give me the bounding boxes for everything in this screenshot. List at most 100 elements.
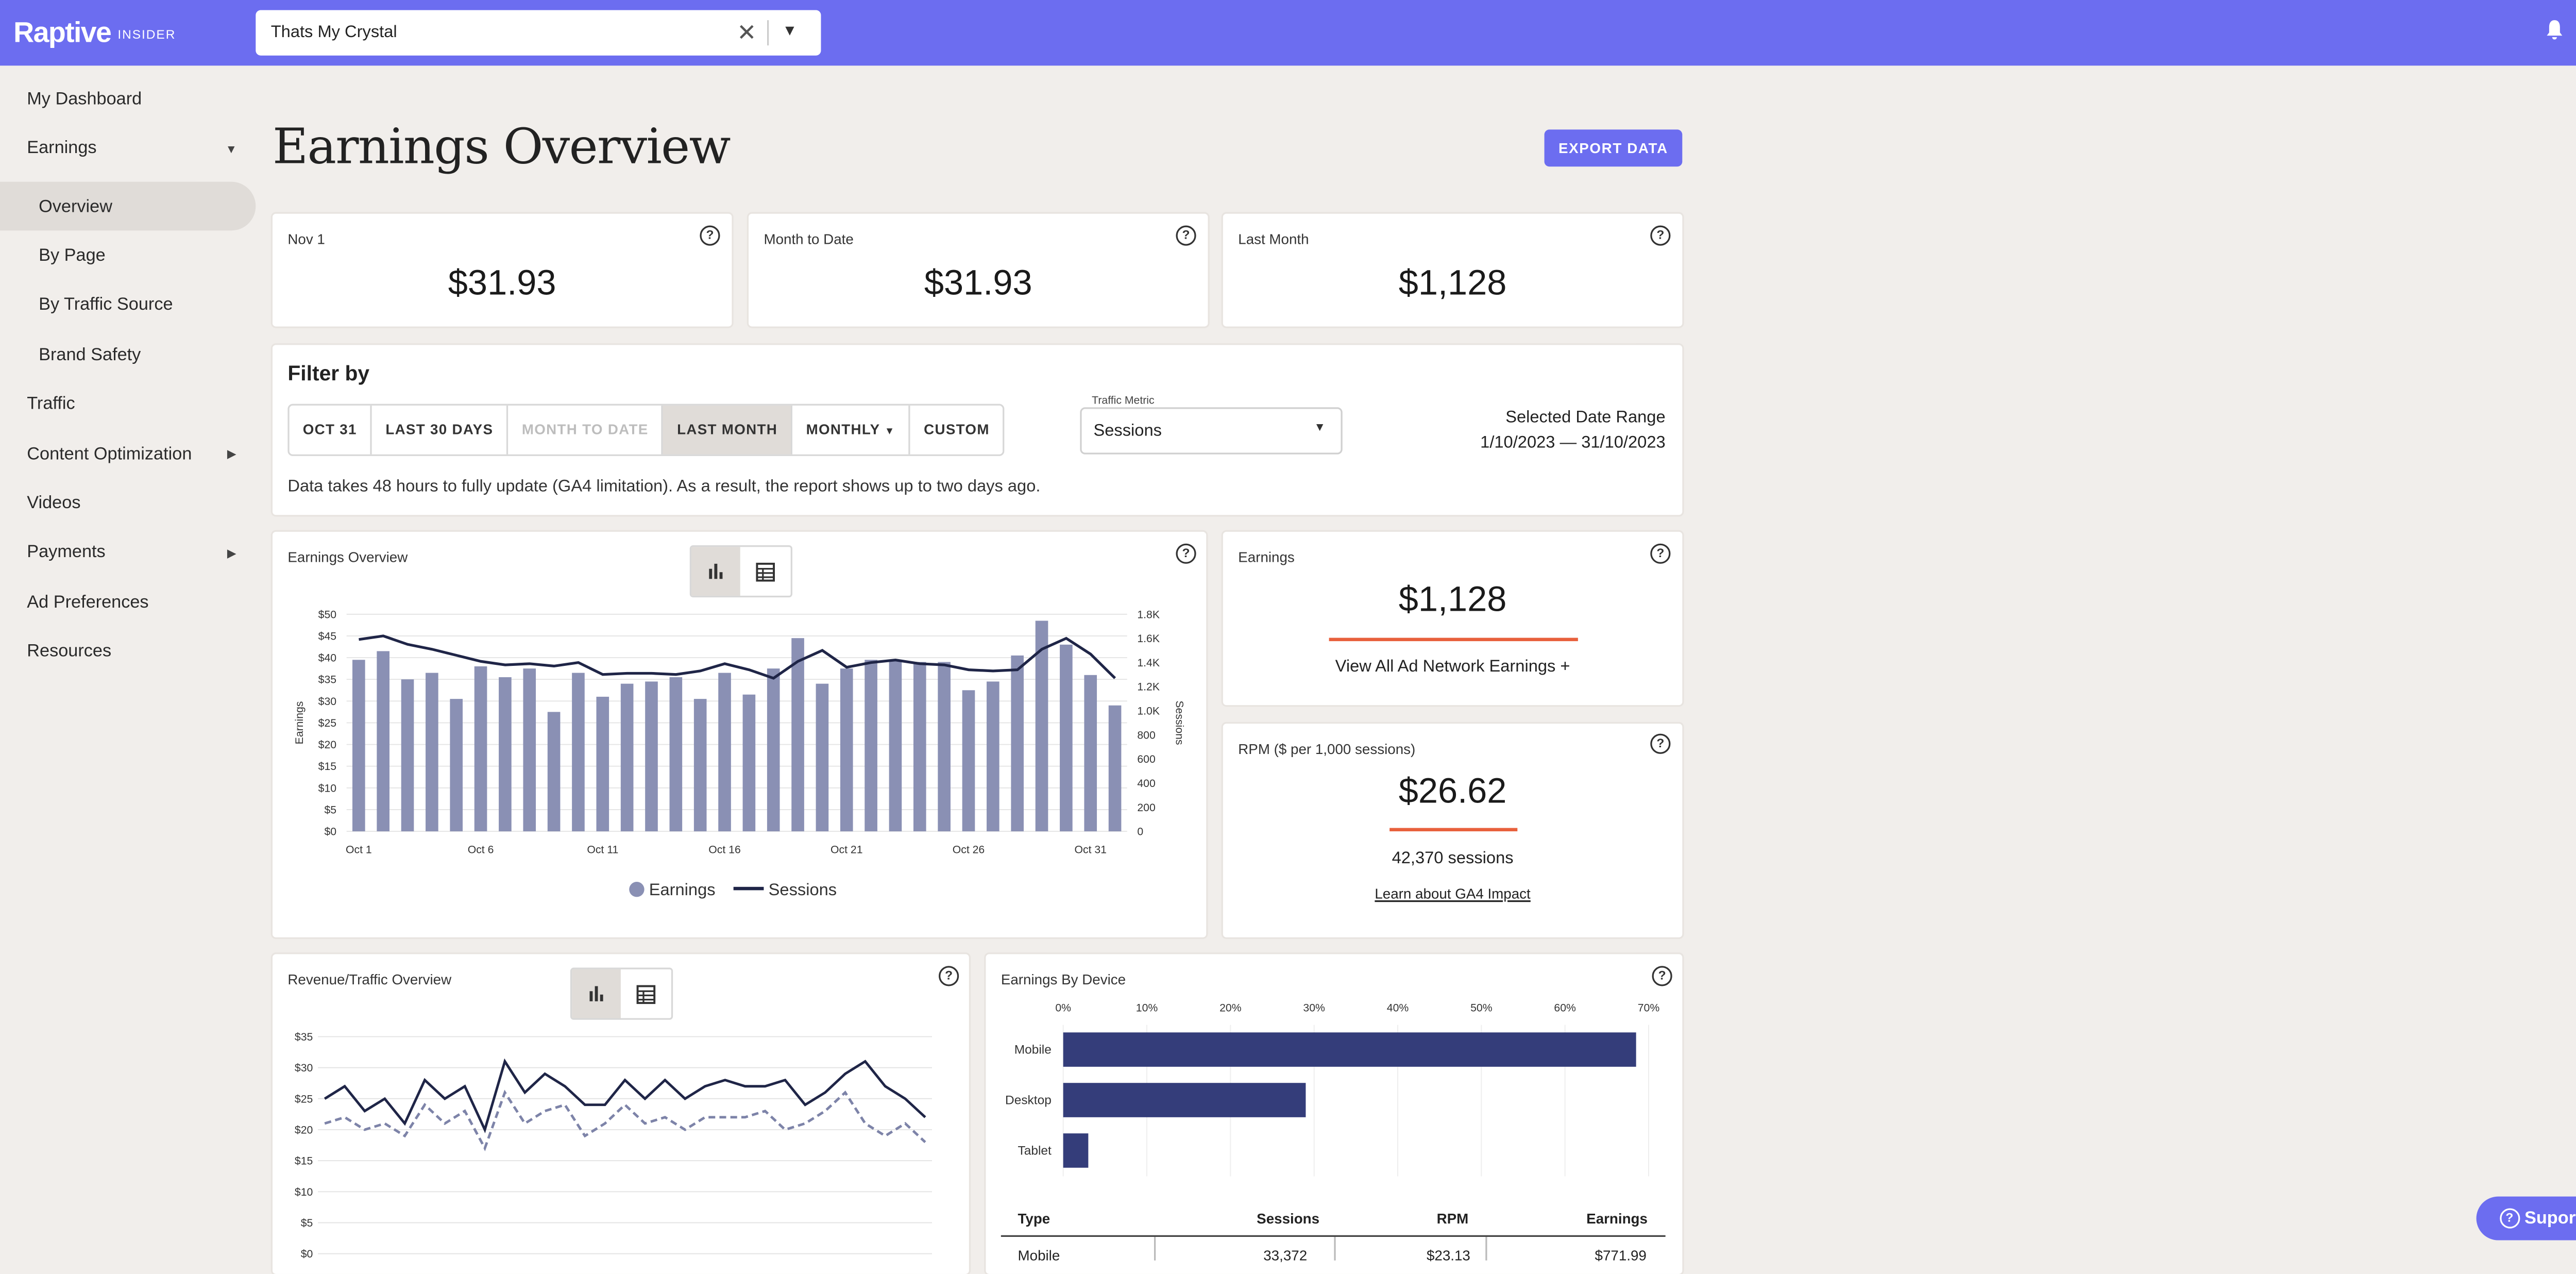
x-tick-label: 10% <box>1136 1002 1158 1014</box>
sidebar-item-content-optimization[interactable]: Content Optimization <box>27 444 192 465</box>
sidebar-item-ad-preferences[interactable]: Ad Preferences <box>27 592 149 613</box>
support-button[interactable]: ? Suporte <box>2476 1196 2576 1241</box>
x-tick-label: Oct 31 <box>1074 844 1107 856</box>
help-icon[interactable]: ? <box>700 225 720 246</box>
device-label: Mobile <box>1014 1043 1052 1057</box>
selected-date-range: Selected Date Range 1/10/2023 — 31/10/20… <box>1480 407 1665 456</box>
filter-last-30-days[interactable]: LAST 30 DAYS <box>372 405 509 455</box>
y-tick-label: $45 <box>318 630 336 642</box>
caret-down-icon[interactable]: ▼ <box>782 22 798 39</box>
device-bar <box>1063 1133 1089 1168</box>
y2-tick-label: 200 <box>1137 802 1155 814</box>
table-cell-earnings: $771.99 <box>1595 1247 1647 1264</box>
filter-oct-31[interactable]: OCT 31 <box>290 405 372 455</box>
table-view-icon[interactable] <box>636 984 656 1004</box>
sidebar-item-my-dashboard[interactable]: My Dashboard <box>27 89 142 110</box>
learn-about-ga4-link[interactable]: Learn about GA4 Impact <box>1375 885 1531 902</box>
filter-panel: Filter by OCT 31 LAST 30 DAYS MONTH TO D… <box>272 345 1683 515</box>
earnings-bar <box>742 694 756 832</box>
help-circle-icon: ? <box>2499 1208 2520 1229</box>
x-tick-label: 60% <box>1554 1002 1576 1014</box>
sidebar-item-by-traffic-source[interactable]: By Traffic Source <box>39 294 173 315</box>
site-selector-value: Thats My Crystal <box>270 23 397 42</box>
filter-last-month[interactable]: LAST MONTH <box>663 405 793 455</box>
sidebar-item-earnings[interactable]: Earnings <box>27 138 97 158</box>
traffic-line-dashed <box>324 1089 926 1151</box>
support-label: Suporte <box>2524 1208 2576 1229</box>
device-label: Desktop <box>1005 1094 1052 1108</box>
rpm-underline <box>1389 828 1518 831</box>
filter-month-to-date[interactable]: MONTH TO DATE <box>509 405 664 455</box>
help-icon[interactable]: ? <box>1652 966 1672 986</box>
y-tick-label: $30 <box>318 696 336 708</box>
sidebar-item-videos[interactable]: Videos <box>27 493 81 513</box>
earnings-bar <box>1011 655 1024 832</box>
sidebar-item-payments[interactable]: Payments <box>27 542 106 562</box>
caret-right-icon[interactable]: ▶ <box>227 449 236 461</box>
help-icon[interactable]: ? <box>1650 733 1671 754</box>
earnings-bar <box>426 673 438 832</box>
caret-down-icon[interactable]: ▼ <box>225 144 238 157</box>
y2-tick-label: 600 <box>1137 753 1155 765</box>
summary-card-value: $31.93 <box>924 264 1032 303</box>
sidebar-item-resources[interactable]: Resources <box>27 641 112 662</box>
bar-chart-icon <box>589 986 603 1001</box>
earnings-bar <box>718 673 731 832</box>
chart-title: Earnings By Device <box>1001 971 1126 988</box>
sidebar-item-overview-active[interactable]: Overview <box>0 181 256 231</box>
site-selector[interactable]: Thats My Crystal ✕ ▼ <box>256 10 821 56</box>
rpm-label: RPM ($ per 1,000 sessions) <box>1238 740 1416 758</box>
y-tick-label: $35 <box>295 1031 313 1043</box>
help-icon[interactable]: ? <box>1650 543 1671 564</box>
sidebar-item-traffic[interactable]: Traffic <box>27 394 75 414</box>
earnings-bar <box>645 681 658 832</box>
y2-tick-label: 1.4K <box>1137 657 1160 669</box>
bar-chart-icon <box>709 563 723 579</box>
table-view-icon[interactable] <box>755 562 775 582</box>
y-tick-label: $10 <box>295 1186 313 1198</box>
x-tick-label: Oct 11 <box>587 844 618 856</box>
y-tick-label: $25 <box>318 717 336 729</box>
x-tick-label: 20% <box>1219 1002 1242 1014</box>
summary-card-value: $1,128 <box>1398 264 1507 303</box>
caret-down-icon: ▼ <box>884 427 895 438</box>
earnings-bar <box>401 679 414 832</box>
earnings-label: Earnings <box>1238 548 1295 566</box>
sidebar-item-by-page[interactable]: By Page <box>39 245 106 266</box>
x-tick-label: Oct 21 <box>831 844 863 856</box>
filter-custom[interactable]: CUSTOM <box>924 421 990 438</box>
clear-icon[interactable]: ✕ <box>737 18 757 46</box>
x-tick-label: 30% <box>1303 1002 1325 1014</box>
date-filter-group: OCT 31 LAST 30 DAYS MONTH TO DATE LAST M… <box>287 404 1005 456</box>
help-icon[interactable]: ? <box>939 966 959 986</box>
y-tick-label: $0 <box>301 1248 313 1259</box>
y-tick-label: $50 <box>318 609 336 621</box>
traffic-metric-select[interactable]: Sessions ▼ <box>1080 407 1343 455</box>
rpm-sessions: 42,370 sessions <box>1392 849 1514 868</box>
caret-right-icon[interactable]: ▶ <box>227 548 236 561</box>
earnings-bar <box>1108 705 1122 832</box>
raptive-logo[interactable]: Raptive INSIDER <box>13 17 176 51</box>
help-icon[interactable]: ? <box>1650 225 1671 246</box>
filter-monthly[interactable]: MONTHLY ▼ <box>792 405 911 455</box>
y2-tick-label: 1.0K <box>1137 706 1160 717</box>
table-header-divider <box>1001 1235 1666 1237</box>
help-icon[interactable]: ? <box>1176 543 1196 564</box>
earnings-by-device-chart: 0% 10% 20% 30% 40% 50% 60% 70% Mobile Desktop Tabl… <box>1005 1002 1659 1177</box>
y-tick-label: $20 <box>295 1124 313 1136</box>
summary-card-label: Last Month <box>1238 230 1309 247</box>
sidebar-item-brand-safety[interactable]: Brand Safety <box>39 345 141 365</box>
y2-tick-label: 1.6K <box>1137 633 1160 645</box>
help-icon[interactable]: ? <box>1176 225 1196 246</box>
bell-icon[interactable] <box>2545 19 2564 40</box>
view-all-ad-network-earnings-link[interactable]: View All Ad Network Earnings + <box>1335 658 1570 677</box>
y-tick-label: $10 <box>318 782 336 794</box>
filter-monthly-label: MONTHLY <box>806 421 880 438</box>
x-tick-label: 40% <box>1387 1002 1409 1014</box>
table-header-rpm: RPM <box>1436 1210 1469 1227</box>
y2-axis-label: Sessions <box>1173 700 1185 745</box>
summary-card-value: $31.93 <box>448 264 556 303</box>
export-data-button[interactable]: EXPORT DATA <box>1544 129 1683 167</box>
caret-down-icon: ▼ <box>1314 422 1326 434</box>
